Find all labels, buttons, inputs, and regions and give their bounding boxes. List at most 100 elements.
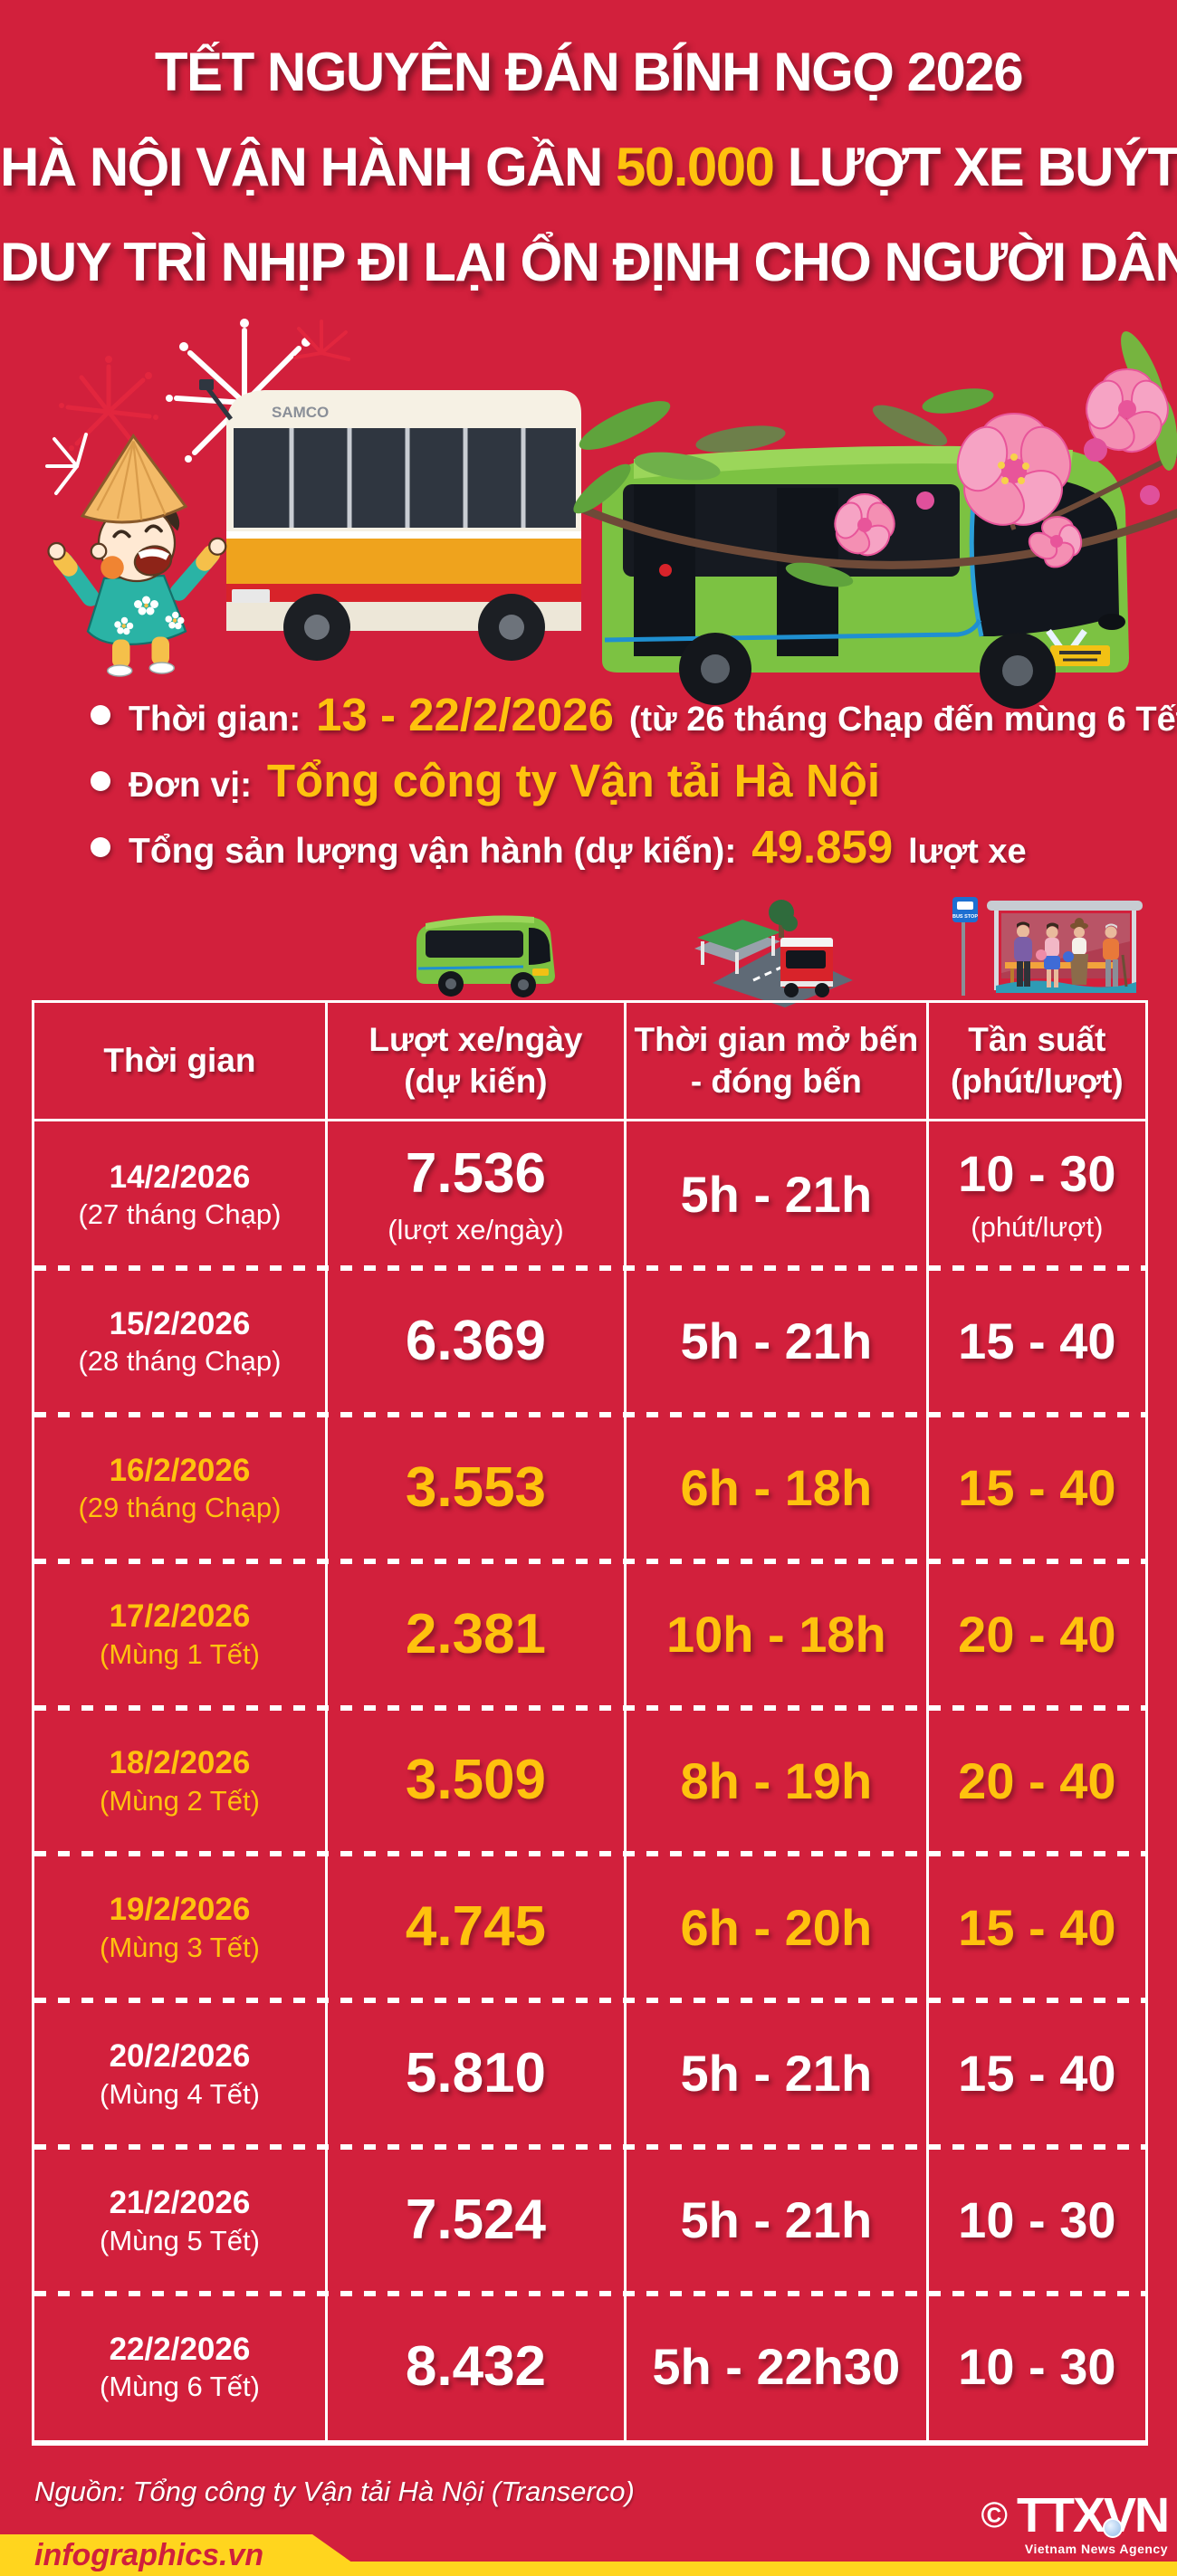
row-hours: 5h - 21h: [680, 2191, 873, 2249]
row-date: 15/2/2026: [109, 1305, 251, 1341]
passenger-3: [1063, 918, 1088, 985]
row-trips: 5.810: [405, 2042, 547, 2105]
row-hours: 5h - 21h: [680, 2045, 873, 2103]
electric-bus-icon: [416, 915, 555, 997]
table-row: 15/2/2026 (28 tháng Chạp) 6.369 5h - 21h …: [34, 1267, 1145, 1417]
row-date: 19/2/2026: [109, 1892, 251, 1928]
row-freq: 15 - 40: [958, 1898, 1116, 1956]
row-hours: 5h - 22h30: [652, 2338, 901, 2396]
table-row: 21/2/2026 (Mùng 5 Tết) 7.524 5h - 21h 10 …: [34, 2147, 1145, 2296]
row-lunar: (Mùng 5 Tết): [100, 2224, 260, 2256]
row-date: 20/2/2026: [109, 2038, 251, 2075]
table-header: Thời gian Lượt xe/ngày (dự kiến) Thời gia…: [34, 1003, 1145, 1121]
bullet-dot-icon: [91, 836, 110, 857]
row-freq: 10 - 30: [958, 2338, 1116, 2396]
row-freq: 15 - 40: [958, 2045, 1116, 2103]
row-trips-unit: (lượt xe/ngày): [388, 1214, 564, 1246]
brand-text: infographics.vn: [34, 2537, 264, 2572]
row-hours: 6h - 20h: [680, 1898, 873, 1956]
row-lunar: (Mùng 4 Tết): [100, 2077, 260, 2110]
row-freq: 15 - 40: [958, 1312, 1116, 1370]
bus-depot-icon: [694, 900, 853, 1007]
row-lunar: (27 tháng Chạp): [78, 1198, 282, 1231]
bullet-dot-icon: [91, 770, 110, 791]
row-trips: 3.553: [405, 1455, 547, 1519]
row-date: 17/2/2026: [109, 1598, 251, 1635]
agency-logo: © TTXVN Vietnam News Agency: [981, 2488, 1171, 2556]
row-lunar: (28 tháng Chạp): [78, 1345, 282, 1378]
row-trips: 4.745: [405, 1895, 547, 1959]
globe-icon: [1103, 2518, 1123, 2538]
bus-stop-passengers-icon: BUS STOP: [952, 897, 1143, 996]
row-date: 22/2/2026: [109, 2331, 251, 2367]
title-line-2: HÀ NỘI VẬN HÀNH GẦN 50.000 LƯỢT XE BUÝT,: [0, 138, 1177, 196]
row-hours: 5h - 21h: [680, 1166, 873, 1224]
row-hours: 8h - 19h: [680, 1751, 873, 1809]
passenger-2: [1036, 922, 1060, 987]
blossom-flower-3: [834, 493, 895, 557]
fact-operator-value: Tổng công ty Vận tải Hà Nội: [266, 755, 881, 806]
old-bus-illustration: SAMCO: [199, 379, 581, 661]
bus-stop-sign-text: BUS STOP: [952, 914, 978, 920]
passenger-1: [1014, 921, 1032, 987]
dress-flowers: [114, 596, 185, 635]
fact-operator-label: Đơn vị:: [129, 766, 253, 805]
copyright-icon: ©: [981, 2495, 1008, 2535]
fact-time: Thời gian: 13 - 22/2/2026 (từ 26 tháng C…: [91, 688, 1177, 741]
row-lunar: (29 tháng Chạp): [78, 1492, 282, 1524]
row-lunar: (Mùng 1 Tết): [100, 1637, 260, 1670]
blossom-leaves: [573, 331, 1177, 587]
tet-bus-illustration: SAMCO: [45, 319, 1177, 709]
fact-volume: Tổng sản lượng vận hành (dự kiến): 49.85…: [91, 820, 1132, 873]
title-block: TẾT NGUYÊN ĐÁN BÍNH NGỌ 2026 HÀ NỘI VẬN …: [0, 43, 1177, 291]
table-body: 14/2/2026 (27 tháng Chạp) 7.536 (lượt xe/n…: [34, 1121, 1145, 2440]
blossom-flower-4: [1028, 516, 1083, 568]
peach-blossom-branch: [573, 331, 1177, 587]
key-facts: Thời gian: 13 - 22/2/2026 (từ 26 tháng C…: [91, 688, 1177, 873]
table-row: 18/2/2026 (Mùng 2 Tết) 3.509 8h - 19h 20 …: [34, 1707, 1145, 1857]
child-illustration: [47, 433, 227, 677]
table-row: 16/2/2026 (29 tháng Chạp) 3.553 6h - 18h …: [34, 1414, 1145, 1564]
row-freq-unit: (phút/lượt): [971, 1210, 1104, 1243]
table-row: 17/2/2026 (Mùng 1 Tết) 2.381 10h - 18h 20…: [34, 1560, 1145, 1711]
agency-name: TTXVN: [1016, 2488, 1170, 2543]
title-line-3: DUY TRÌ NHỊP ĐI LẠI ỔN ĐỊNH CHO NGƯỜI DÂ…: [0, 232, 1177, 292]
title-highlight-number: 50.000: [616, 137, 775, 197]
row-hours: 6h - 18h: [680, 1458, 873, 1516]
fact-volume-label: Tổng sản lượng vận hành (dự kiến):: [129, 832, 737, 871]
table-row: 19/2/2026 (Mùng 3 Tết) 4.745 6h - 20h 15 …: [34, 1854, 1145, 2004]
row-lunar: (Mùng 2 Tết): [100, 1784, 260, 1817]
row-trips: 7.524: [405, 2189, 547, 2252]
row-trips: 2.381: [405, 1602, 547, 1665]
source-note: Nguồn: Tổng công ty Vận tải Hà Nội (Tran…: [34, 2476, 635, 2507]
row-trips: 6.369: [405, 1309, 547, 1372]
agency-subtitle: Vietnam News Agency: [1024, 2542, 1168, 2556]
header-luot-xe: Lượt xe/ngày (dự kiến): [328, 1003, 627, 1119]
row-lunar: (Mùng 6 Tết): [100, 2371, 260, 2403]
fact-time-note: (từ 26 tháng Chạp đến mùng 6 Tết): [628, 701, 1177, 739]
header-tan-suat: Tần suất (phút/lượt): [950, 1020, 1124, 1100]
row-date: 14/2/2026: [109, 1159, 251, 1195]
row-hours: 5h - 21h: [680, 1312, 873, 1370]
table-row: 22/2/2026 (Mùng 6 Tết) 8.432 5h - 22h30 1…: [34, 2294, 1145, 2440]
fact-time-label: Thời gian:: [129, 700, 301, 739]
blossom-flower-large: [956, 413, 1072, 526]
row-trips: 7.536: [405, 1141, 547, 1205]
row-lunar: (Mùng 3 Tết): [100, 1931, 260, 1963]
row-date: 21/2/2026: [109, 2185, 251, 2221]
row-freq: 20 - 40: [958, 1751, 1116, 1809]
row-freq: 10 - 30: [958, 2191, 1116, 2249]
old-bus-brand-text: SAMCO: [272, 404, 329, 421]
row-trips: 8.432: [405, 2334, 547, 2398]
title-line-1: TẾT NGUYÊN ĐÁN BÍNH NGỌ 2026: [154, 42, 1024, 102]
header-thoi-gian: Thời gian: [34, 1003, 328, 1119]
table-row: 20/2/2026 (Mùng 4 Tết) 5.810 5h - 21h 15 …: [34, 2000, 1145, 2151]
fact-volume-note: lượt xe: [908, 833, 1027, 871]
row-freq: 10 - 30: [958, 1145, 1116, 1203]
table-row: 14/2/2026 (27 tháng Chạp) 7.536 (lượt xe/n…: [34, 1121, 1145, 1271]
brand-ribbon: infographics.vn: [0, 2534, 371, 2576]
row-date: 16/2/2026: [109, 1452, 251, 1488]
fact-time-value: 13 - 22/2/2026: [316, 689, 614, 740]
row-hours: 10h - 18h: [665, 1605, 886, 1663]
schedule-table: Thời gian Lượt xe/ngày (dự kiến) Thời gia…: [32, 1000, 1148, 2446]
